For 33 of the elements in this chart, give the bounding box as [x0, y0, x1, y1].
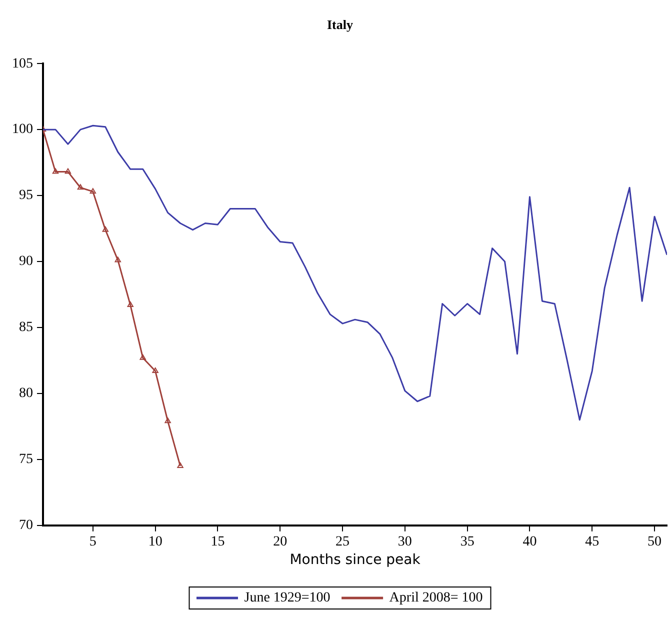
x-tick-label: 20 — [273, 534, 288, 550]
point — [64, 168, 72, 174]
x-tick-label: 30 — [398, 534, 412, 550]
x-tick-label: 5 — [89, 534, 96, 550]
y-tick-label: 100 — [12, 122, 33, 138]
y-tick-label: 85 — [19, 320, 33, 336]
point — [114, 256, 121, 262]
x-axis-title: Months since peak — [290, 552, 422, 568]
point — [102, 226, 108, 232]
point — [90, 188, 96, 194]
chart-title: Italy — [327, 17, 354, 32]
x-tick-label: 45 — [585, 534, 600, 550]
x-tick-label: 50 — [648, 534, 662, 550]
point — [127, 302, 134, 308]
point — [52, 168, 59, 174]
y-tick-label: 105 — [12, 56, 33, 72]
y-tick-label: 80 — [19, 386, 33, 402]
x-tick-label: 15 — [210, 534, 225, 550]
y-tick-label: 95 — [19, 188, 33, 204]
x-tick-label: 10 — [148, 534, 162, 550]
point — [177, 462, 184, 468]
x-tick-label: 40 — [522, 534, 537, 550]
x-tick-label: 25 — [336, 534, 350, 550]
x-tick-label: 35 — [460, 534, 474, 550]
point — [152, 368, 158, 374]
y-tick-label: 90 — [19, 254, 33, 270]
y-tick-label: 75 — [19, 452, 33, 468]
point — [164, 418, 171, 424]
y-tick-label: 70 — [19, 518, 33, 534]
legend-label: April 2008= 100 — [389, 590, 483, 606]
legend-label: June 1929=100 — [244, 590, 330, 606]
point — [140, 354, 146, 360]
point — [77, 184, 84, 190]
